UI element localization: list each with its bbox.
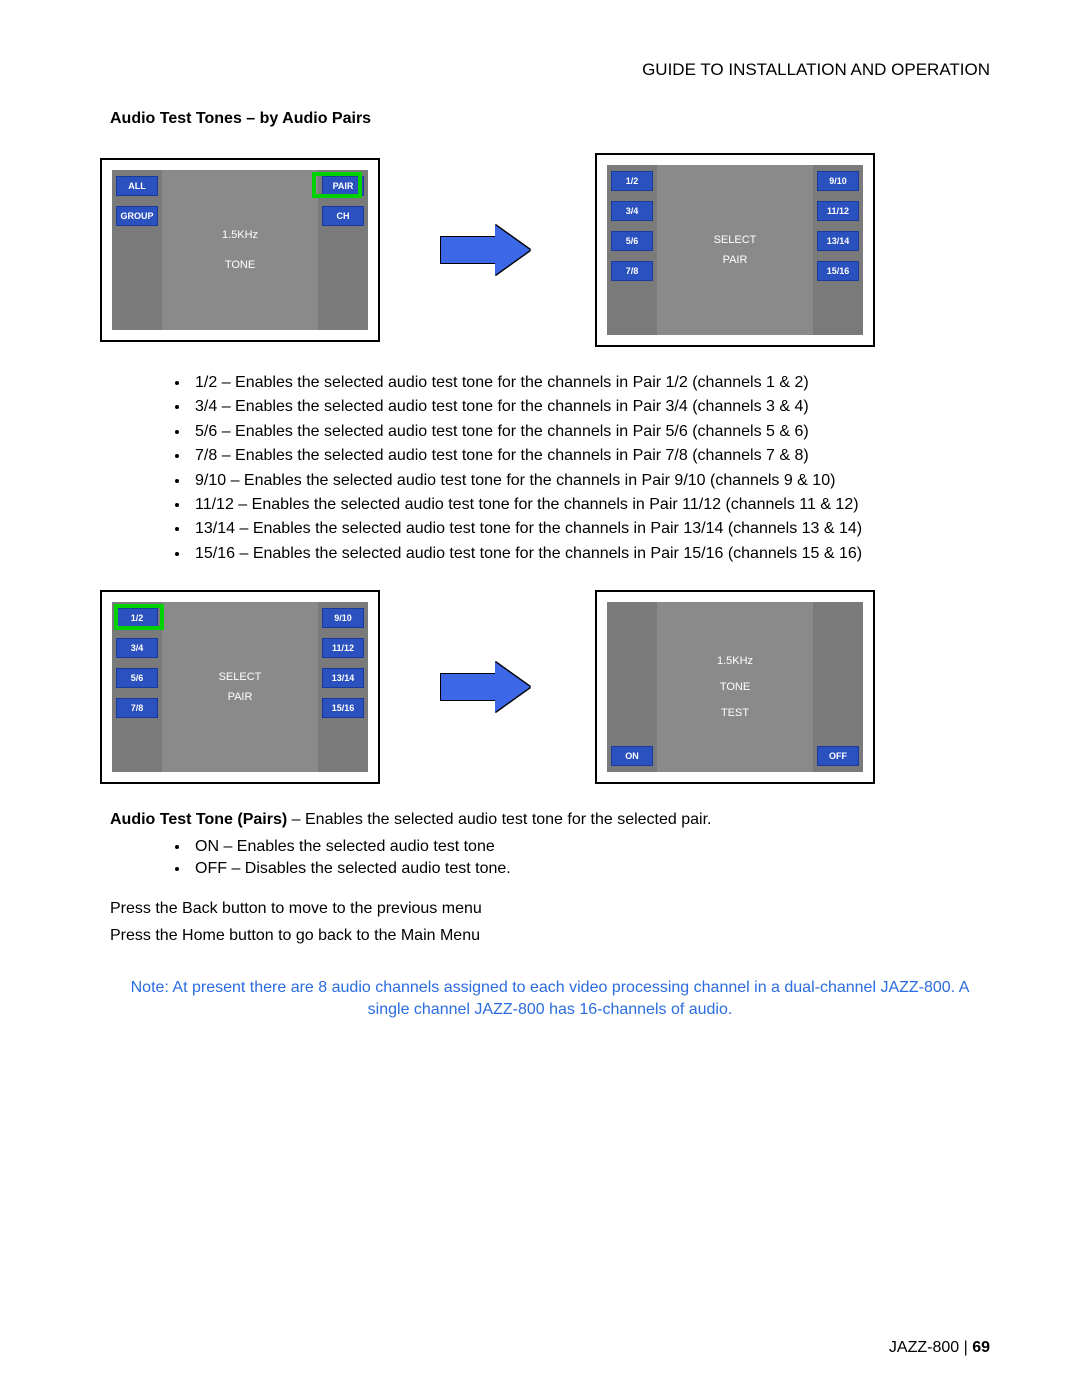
row-2: 1/2 3/4 5/6 7/8 SELECT PAIR 9/10 11/12 1… xyxy=(100,590,990,784)
panel2-btn-3-4[interactable]: 3/4 xyxy=(611,201,653,221)
sub-off: OFF – Disables the selected audio test t… xyxy=(190,858,990,880)
panel3-btn-9-10[interactable]: 9/10 xyxy=(322,608,364,628)
panel1-btn-pair[interactable]: PAIR xyxy=(322,176,364,196)
panel3: 1/2 3/4 5/6 7/8 SELECT PAIR 9/10 11/12 1… xyxy=(112,602,368,772)
panel3-btn-11-12[interactable]: 11/12 xyxy=(322,638,364,658)
para1-rest: – Enables the selected audio test tone f… xyxy=(287,811,711,828)
panel2-btn-1-2[interactable]: 1/2 xyxy=(611,171,653,191)
panel2-center: SELECT PAIR xyxy=(657,165,813,335)
para-back: Press the Back button to move to the pre… xyxy=(110,898,990,920)
panel3-btn-15-16[interactable]: 15/16 xyxy=(322,698,364,718)
panel2-center-line2: PAIR xyxy=(723,254,748,266)
panel1-btn-all[interactable]: ALL xyxy=(116,176,158,196)
section-title: Audio Test Tones – by Audio Pairs xyxy=(110,110,990,128)
panel3-center: SELECT PAIR xyxy=(162,602,318,772)
footer-product: JAZZ-800 xyxy=(889,1339,959,1356)
para-home: Press the Home button to go back to the … xyxy=(110,925,990,947)
row-1: ALL GROUP 1.5KHz TONE PAIR CH 1/2 3/4 5/… xyxy=(100,153,990,347)
panel3-left-col: 1/2 3/4 5/6 7/8 xyxy=(112,602,162,772)
panel4-center-line2: TONE xyxy=(720,681,750,693)
footer-sep: | xyxy=(959,1339,972,1356)
on-off-list: ON – Enables the selected audio test ton… xyxy=(190,836,990,881)
pair-bullet-list: 1/2 – Enables the selected audio test to… xyxy=(190,372,990,565)
panel2-center-line1: SELECT xyxy=(714,234,757,246)
panel3-center-line1: SELECT xyxy=(219,671,262,683)
bullet-15-16: 15/16 – Enables the selected audio test … xyxy=(190,543,990,565)
panel1-left-col: ALL GROUP xyxy=(112,170,162,330)
bullet-9-10: 9/10 – Enables the selected audio test t… xyxy=(190,470,990,492)
panel2: 1/2 3/4 5/6 7/8 SELECT PAIR 9/10 11/12 1… xyxy=(607,165,863,335)
panel2-btn-9-10[interactable]: 9/10 xyxy=(817,171,859,191)
panel2-frame: 1/2 3/4 5/6 7/8 SELECT PAIR 9/10 11/12 1… xyxy=(595,153,875,347)
panel1-center: 1.5KHz TONE xyxy=(162,170,318,330)
panel3-btn-1-2[interactable]: 1/2 xyxy=(116,608,158,628)
arrow-2 xyxy=(440,662,535,712)
panel4-center-line3: TEST xyxy=(721,707,749,719)
bullet-5-6: 5/6 – Enables the selected audio test to… xyxy=(190,421,990,443)
panel2-btn-13-14[interactable]: 13/14 xyxy=(817,231,859,251)
panel4-btn-on[interactable]: ON xyxy=(611,746,653,766)
bullet-13-14: 13/14 – Enables the selected audio test … xyxy=(190,518,990,540)
panel3-btn-13-14[interactable]: 13/14 xyxy=(322,668,364,688)
bullet-7-8: 7/8 – Enables the selected audio test to… xyxy=(190,445,990,467)
panel2-btn-7-8[interactable]: 7/8 xyxy=(611,261,653,281)
panel4-left-col: ON xyxy=(607,602,657,772)
footer-page: 69 xyxy=(972,1339,990,1356)
panel3-center-line2: PAIR xyxy=(228,691,253,703)
panel3-btn-7-8[interactable]: 7/8 xyxy=(116,698,158,718)
panel3-btn-3-4[interactable]: 3/4 xyxy=(116,638,158,658)
note-text: Note: At present there are 8 audio chann… xyxy=(110,977,990,1022)
panel1-right-col: PAIR CH xyxy=(318,170,368,330)
panel3-right-col: 9/10 11/12 13/14 15/16 xyxy=(318,602,368,772)
panel3-btn-5-6[interactable]: 5/6 xyxy=(116,668,158,688)
panel1-btn-group[interactable]: GROUP xyxy=(116,206,158,226)
panel2-btn-11-12[interactable]: 11/12 xyxy=(817,201,859,221)
bullet-1-2: 1/2 – Enables the selected audio test to… xyxy=(190,372,990,394)
sub-on: ON – Enables the selected audio test ton… xyxy=(190,836,990,858)
panel4: ON 1.5KHz TONE TEST OFF xyxy=(607,602,863,772)
para-audio-test-tone-pairs: Audio Test Tone (Pairs) – Enables the se… xyxy=(110,809,990,831)
arrow-icon xyxy=(440,662,535,712)
arrow-1 xyxy=(440,225,535,275)
panel4-frame: ON 1.5KHz TONE TEST OFF xyxy=(595,590,875,784)
panel1-frame: ALL GROUP 1.5KHz TONE PAIR CH xyxy=(100,158,380,342)
panel2-btn-15-16[interactable]: 15/16 xyxy=(817,261,859,281)
panel3-frame: 1/2 3/4 5/6 7/8 SELECT PAIR 9/10 11/12 1… xyxy=(100,590,380,784)
page-header: GUIDE TO INSTALLATION AND OPERATION xyxy=(110,60,990,80)
panel1-center-line2: TONE xyxy=(225,259,255,271)
panel4-btn-off[interactable]: OFF xyxy=(817,746,859,766)
panel1: ALL GROUP 1.5KHz TONE PAIR CH xyxy=(112,170,368,330)
footer: JAZZ-800 | 69 xyxy=(889,1339,990,1357)
para1-bold: Audio Test Tone (Pairs) xyxy=(110,811,287,828)
arrow-icon xyxy=(440,225,535,275)
panel1-btn-ch[interactable]: CH xyxy=(322,206,364,226)
panel2-right-col: 9/10 11/12 13/14 15/16 xyxy=(813,165,863,335)
panel4-center-line1: 1.5KHz xyxy=(717,655,753,667)
panel4-right-col: OFF xyxy=(813,602,863,772)
panel1-center-line1: 1.5KHz xyxy=(222,229,258,241)
bullet-3-4: 3/4 – Enables the selected audio test to… xyxy=(190,396,990,418)
panel2-btn-5-6[interactable]: 5/6 xyxy=(611,231,653,251)
panel2-left-col: 1/2 3/4 5/6 7/8 xyxy=(607,165,657,335)
bullet-11-12: 11/12 – Enables the selected audio test … xyxy=(190,494,990,516)
panel4-center: 1.5KHz TONE TEST xyxy=(657,602,813,772)
